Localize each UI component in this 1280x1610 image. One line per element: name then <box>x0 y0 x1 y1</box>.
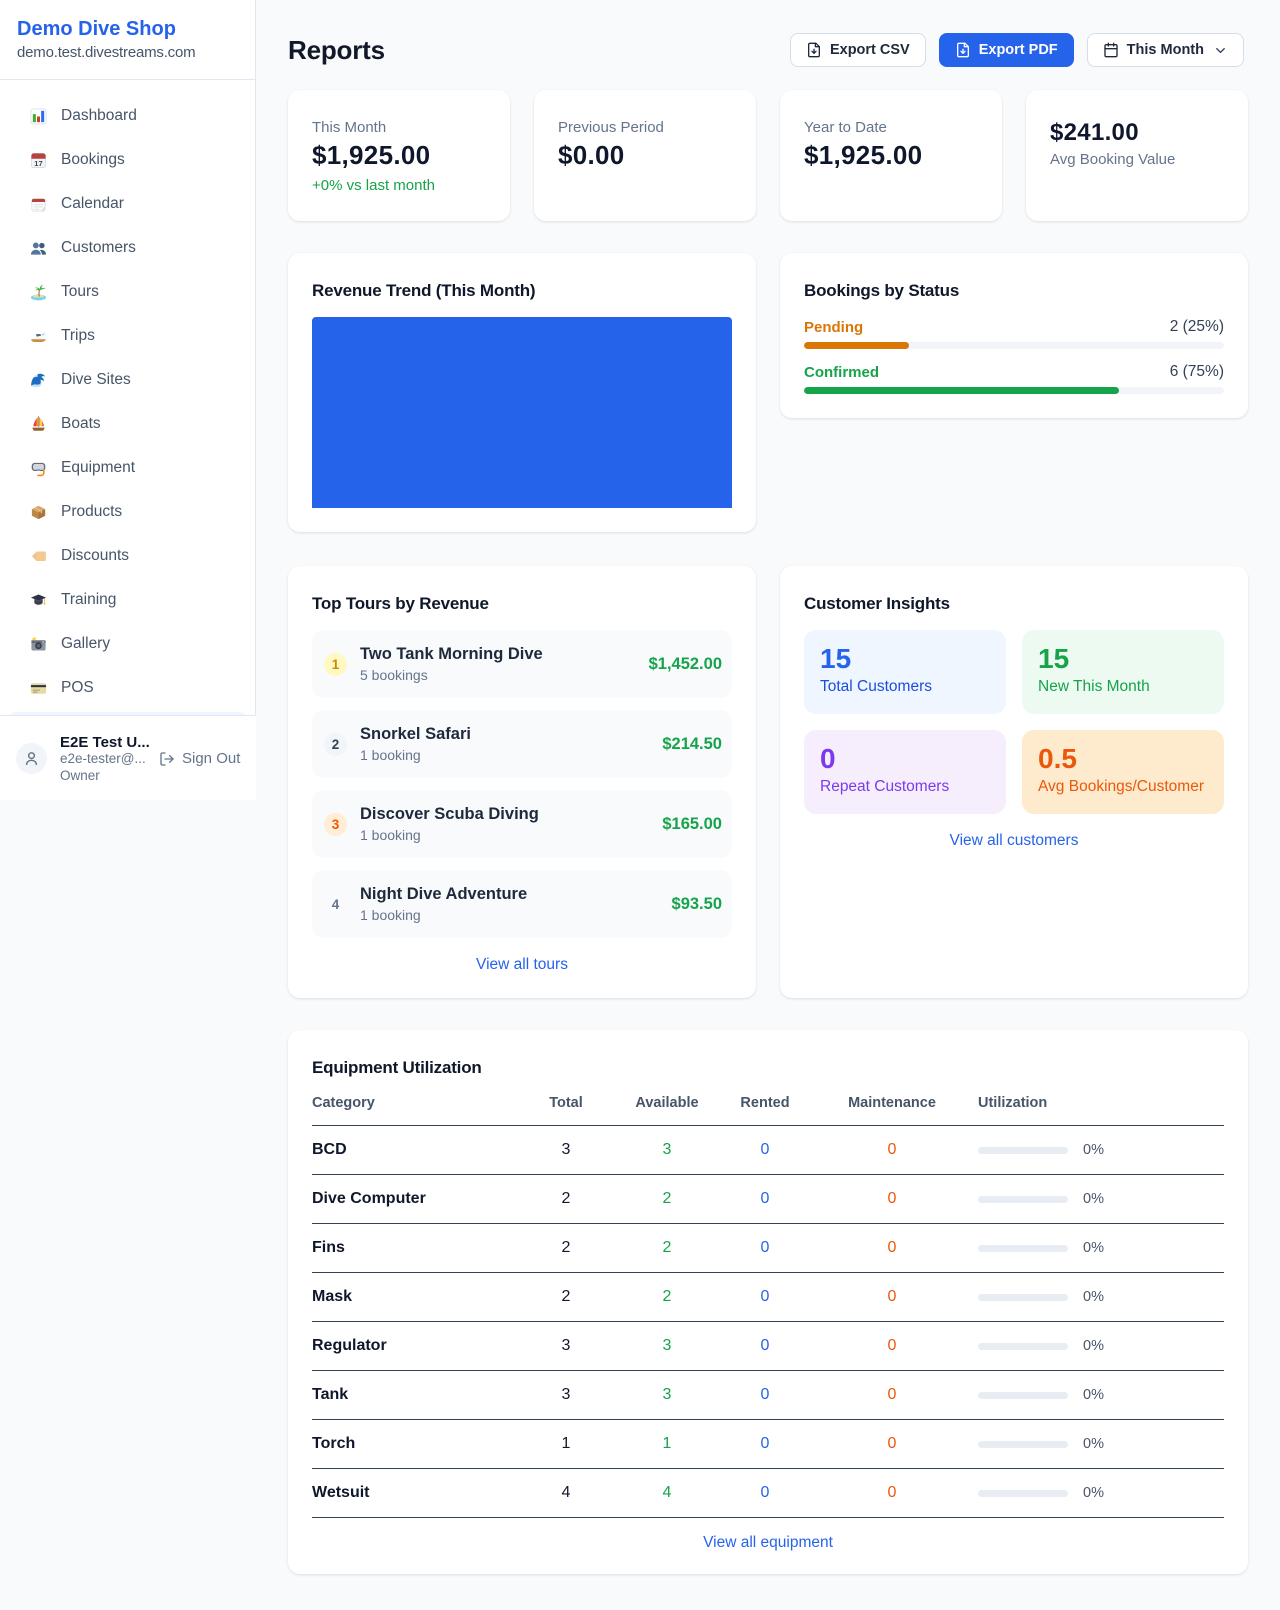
svg-text:17: 17 <box>34 158 42 167</box>
